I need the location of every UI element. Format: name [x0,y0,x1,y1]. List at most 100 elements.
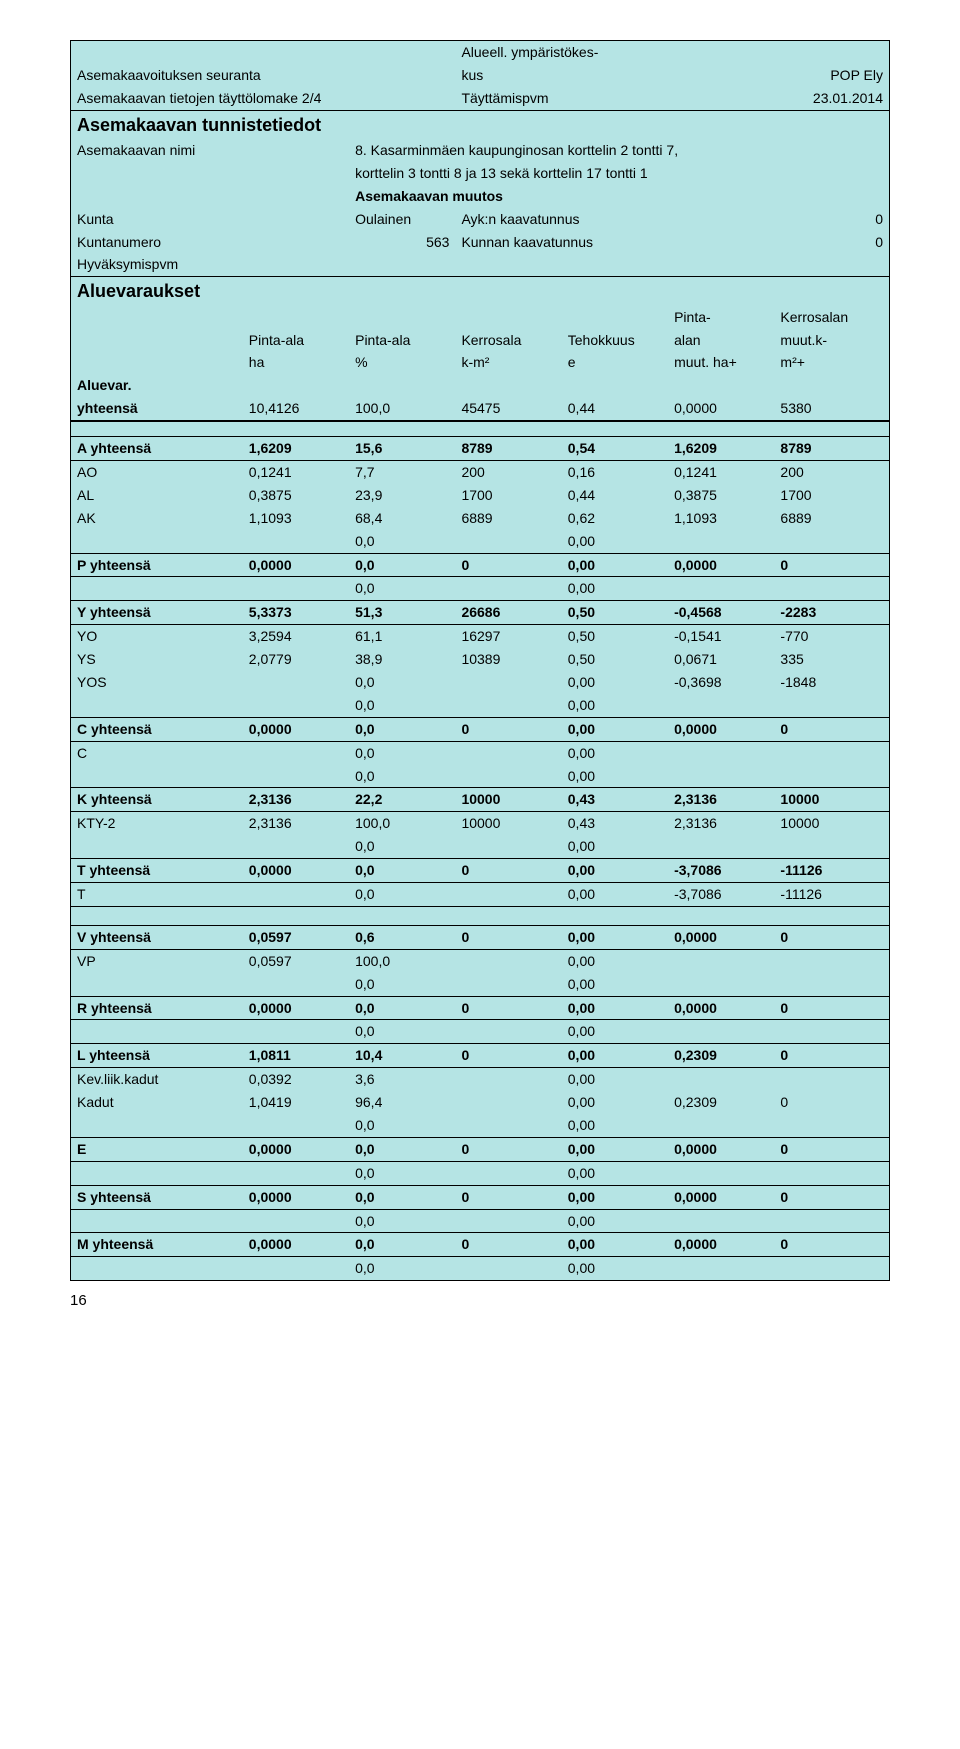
data-row-c7 [774,1068,889,1091]
data-row-c7 [774,835,889,858]
data-row-label: YO [71,625,243,648]
group-head-c2: 0,0000 [243,1137,349,1161]
document-sheet: Alueell. ympäristökes-Asemakaavoituksen … [70,40,890,1281]
aluevar-c3: 100,0 [349,397,455,421]
group-head-c3: 0,0 [349,1137,455,1161]
data-row-c4: 1700 [455,484,561,507]
data-row-label [71,694,243,717]
colhdr-c3a: Pinta-ala [349,329,455,352]
data-row-c6 [668,1257,774,1280]
data-row-c5: 0,50 [562,625,668,648]
group-head-c2: 1,0811 [243,1044,349,1068]
group-head-c6: -3,7086 [668,859,774,883]
colhdr-pinta: Pinta- [668,306,774,329]
colhdr-kerrosalan: Kerrosalan [774,306,889,329]
group-head-c2: 0,0000 [243,859,349,883]
data-row-label [71,1114,243,1137]
data-row-c7 [774,1020,889,1044]
group-head-c7: 0 [774,925,889,949]
data-row-c4 [455,1068,561,1091]
group-head-c6: 1,6209 [668,437,774,461]
group-head-c5: 0,54 [562,437,668,461]
data-row-c6 [668,1068,774,1091]
colhdr-c6c: muut. ha+ [668,351,774,374]
data-row-c3: 0,0 [349,577,455,601]
header-center-3: Täyttämispvm [455,87,668,110]
data-row-c5: 0,16 [562,460,668,483]
data-row-label: YOS [71,671,243,694]
data-row-c7: 0 [774,1091,889,1114]
group-head-c7: 0 [774,1044,889,1068]
data-row-c5: 0,50 [562,648,668,671]
data-row-c5: 0,00 [562,1114,668,1137]
data-row-c3: 0,0 [349,1114,455,1137]
data-row-c2 [243,577,349,601]
data-row-c3: 96,4 [349,1091,455,1114]
data-row-c2 [243,741,349,764]
group-head-c3: 15,6 [349,437,455,461]
title-tunnistetiedot: Asemakaavan tunnistetiedot [71,110,889,139]
group-head-label: T yhteensä [71,859,243,883]
data-row-label [71,530,243,553]
data-row-c3: 0,0 [349,765,455,788]
data-row-c4 [455,1114,561,1137]
group-head-c4: 26686 [455,601,561,625]
group-head-label: M yhteensä [71,1233,243,1257]
data-row-c6 [668,1020,774,1044]
data-row-c4 [455,949,561,972]
data-row-c6 [668,694,774,717]
data-row-c4 [455,694,561,717]
group-head-c5: 0,50 [562,601,668,625]
group-head-c6: 0,0000 [668,925,774,949]
group-head-c7: 8789 [774,437,889,461]
data-row-c5: 0,00 [562,765,668,788]
data-row-c7: -770 [774,625,889,648]
data-row-c6: 1,1093 [668,507,774,530]
group-head-c4: 0 [455,717,561,741]
data-table: Alueell. ympäristökes-Asemakaavoituksen … [71,41,889,1280]
group-head-c5: 0,00 [562,1185,668,1209]
ayk-label: Ayk:n kaavatunnus [455,208,668,231]
group-head-c5: 0,00 [562,1233,668,1257]
hyvaksymispvm-label: Hyväksymispvm [71,253,889,276]
colhdr-c3b: % [349,351,455,374]
data-row-c4: 6889 [455,507,561,530]
data-row-c4 [455,1257,561,1280]
group-head-c3: 22,2 [349,788,455,812]
group-head-c5: 0,00 [562,996,668,1020]
group-head-label: S yhteensä [71,1185,243,1209]
colhdr-c6b: alan [668,329,774,352]
group-head-label: Y yhteensä [71,601,243,625]
data-row-c7 [774,1114,889,1137]
data-row-c2 [243,1209,349,1233]
header-center-1: Alueell. ympäristökes- [455,41,774,64]
group-head-c4: 10000 [455,788,561,812]
header-left-2: Asemakaavoituksen seuranta [71,64,455,87]
data-row-c7: -11126 [774,882,889,906]
kunta-value: Oulainen [349,208,455,231]
data-row-label [71,1257,243,1280]
data-row-c6 [668,1161,774,1185]
data-row-c6: -0,3698 [668,671,774,694]
data-row-c6 [668,1209,774,1233]
data-row-c2: 0,0392 [243,1068,349,1091]
aluevar-c5: 0,44 [562,397,668,421]
data-row-c5: 0,00 [562,835,668,858]
nimi-value-2: korttelin 3 tontti 8 ja 13 sekä kortteli… [349,162,889,185]
group-head-c2: 0,0000 [243,1185,349,1209]
group-head-c4: 0 [455,925,561,949]
group-head-c5: 0,00 [562,1137,668,1161]
data-row-c6 [668,973,774,996]
group-head-c6: 0,2309 [668,1044,774,1068]
data-row-c7 [774,530,889,553]
data-row-c3: 0,0 [349,1161,455,1185]
group-head-c3: 0,0 [349,717,455,741]
data-row-c7: -1848 [774,671,889,694]
group-head-c4: 0 [455,996,561,1020]
data-row-c6: -3,7086 [668,882,774,906]
group-head-c7: 0 [774,1233,889,1257]
group-head-c2: 2,3136 [243,788,349,812]
data-row-c5: 0,00 [562,1257,668,1280]
data-row-c4 [455,530,561,553]
aluevar-c4: 45475 [455,397,561,421]
